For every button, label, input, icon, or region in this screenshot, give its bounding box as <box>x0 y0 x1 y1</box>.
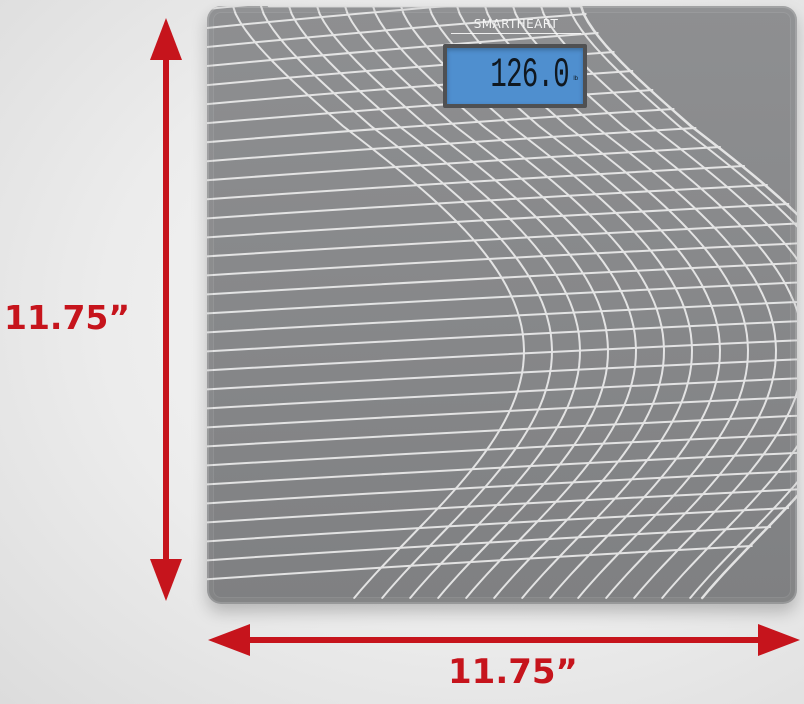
pattern-cross-line <box>207 431 797 467</box>
pattern-cross-line <box>207 526 772 562</box>
pattern-cross-line <box>207 298 797 334</box>
pattern-cross-line <box>207 412 797 448</box>
pattern-cross-line <box>207 6 584 30</box>
pattern-cross-line <box>207 355 797 391</box>
brand-logo: SMARTHEART <box>451 16 581 34</box>
pattern-curve <box>232 6 525 599</box>
bathroom-scale: SMARTHEART 126.0 lb <box>207 6 797 604</box>
pattern-cross-line <box>207 374 797 410</box>
width-dimension-label: 11.75” <box>448 652 578 692</box>
pattern-cross-line <box>207 488 797 524</box>
pattern-cross-line <box>207 241 797 277</box>
pattern-cross-line <box>207 336 797 372</box>
pattern-cross-line <box>207 203 790 239</box>
pattern-curve <box>288 6 581 599</box>
pattern-outline <box>267 6 797 600</box>
pattern-cross-line <box>207 146 721 182</box>
pattern-cross-line <box>207 279 797 315</box>
pattern-cross-line <box>207 393 797 429</box>
pattern-cross-line <box>207 469 797 505</box>
pattern-cross-line <box>207 450 797 486</box>
pattern-cross-line <box>207 545 753 581</box>
pattern-curve <box>260 6 553 599</box>
pattern-cross-line <box>207 260 797 296</box>
pattern-cross-line <box>207 317 797 353</box>
pattern-cross-line <box>207 108 675 144</box>
weight-unit: lb <box>573 76 578 82</box>
pattern-cross-line <box>207 184 768 220</box>
pattern-curve <box>540 6 797 599</box>
pattern-cross-line <box>207 165 745 201</box>
pattern-cross-line <box>207 127 697 163</box>
height-dimension-label: 11.75” <box>4 298 131 337</box>
pattern-cross-line <box>207 32 599 68</box>
digital-display: 126.0 lb <box>443 44 587 108</box>
pattern-cross-line <box>207 507 790 543</box>
pattern-curve <box>568 6 797 599</box>
pattern-cross-line <box>207 13 587 49</box>
vertical-dimension-arrow <box>150 18 182 601</box>
weight-reading: 126.0 <box>490 51 569 99</box>
pattern-curve <box>316 6 609 599</box>
pattern-cross-line <box>207 222 797 258</box>
